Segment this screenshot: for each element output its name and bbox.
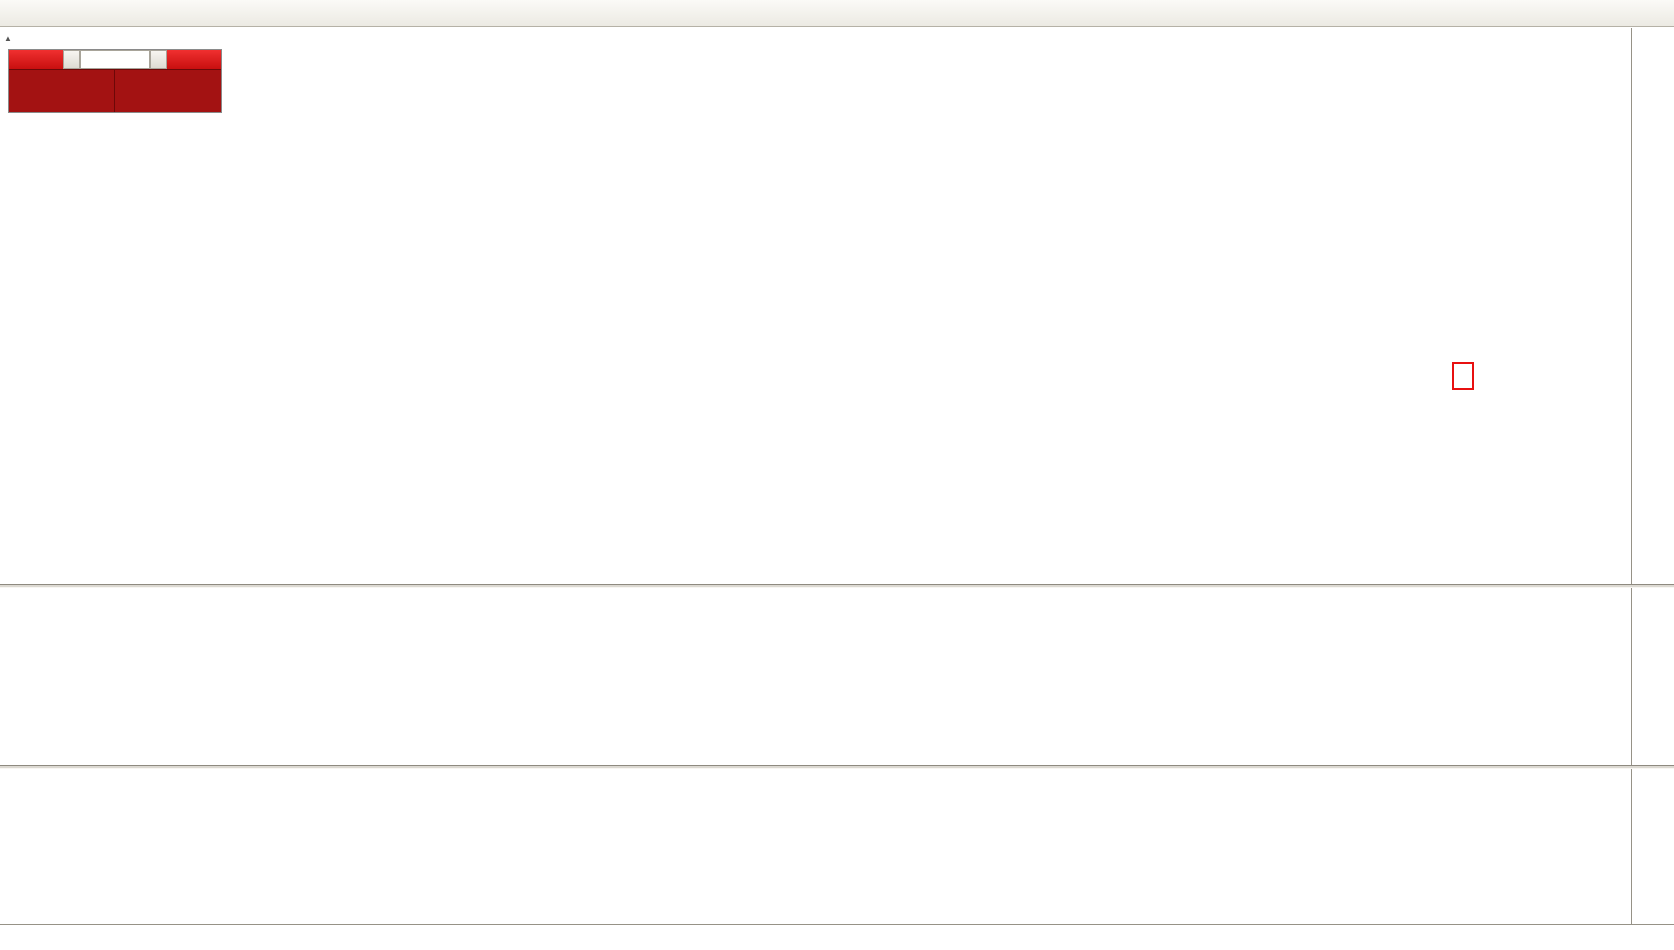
buy-price[interactable] (115, 70, 221, 112)
pivot-price-label[interactable] (1452, 362, 1474, 390)
panel-separator[interactable] (0, 584, 1674, 588)
one-click-trading-panel (8, 49, 222, 113)
macd-header (8, 592, 23, 603)
chart-area: ▲ (0, 28, 1674, 950)
volume-increase-button[interactable] (150, 50, 167, 69)
sell-price[interactable] (9, 70, 115, 112)
price-axis[interactable] (1631, 28, 1674, 950)
buy-button[interactable] (167, 50, 221, 69)
macd-panel-canvas[interactable] (0, 588, 1631, 765)
ohlc-header (16, 31, 41, 43)
toolbar (0, 0, 1674, 27)
time-axis[interactable] (0, 924, 1674, 950)
volume-input[interactable] (80, 50, 150, 69)
volume-decrease-button[interactable] (63, 50, 80, 69)
sell-button[interactable] (9, 50, 63, 69)
rsi-panel-canvas[interactable] (0, 769, 1631, 924)
price-chart-canvas[interactable] (0, 28, 1631, 584)
rsi-header (8, 773, 18, 784)
symbol-marker-icon[interactable]: ▲ (4, 34, 12, 43)
panel-separator[interactable] (0, 765, 1674, 769)
